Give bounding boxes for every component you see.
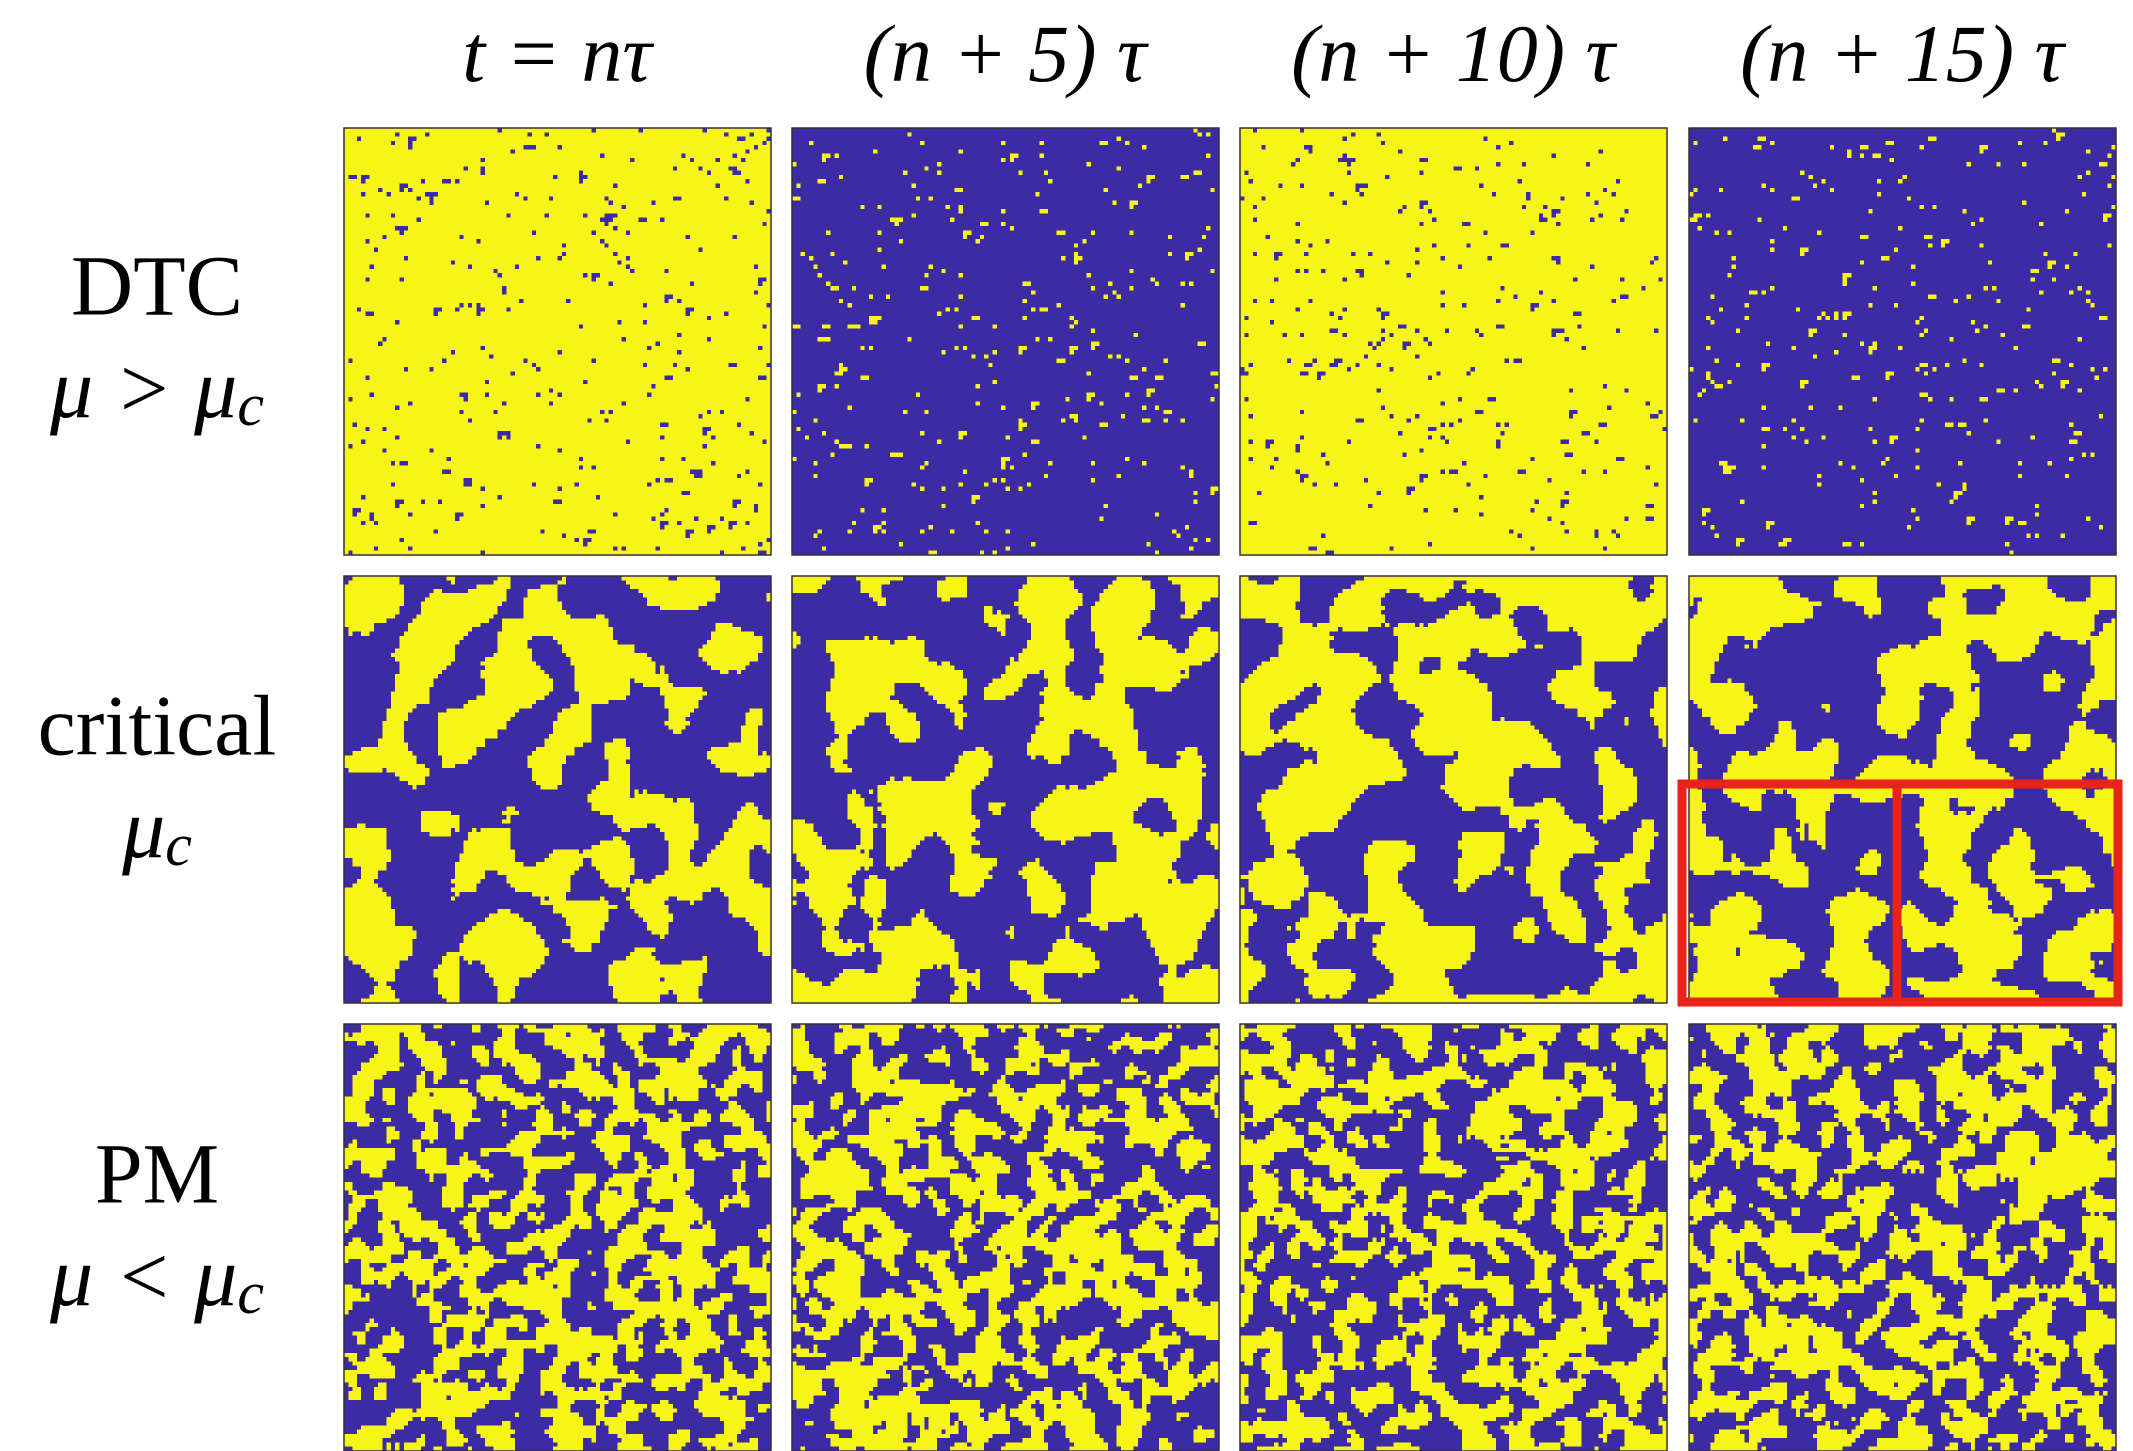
lattice-sites (1240, 576, 1667, 1003)
panel-frame (791, 127, 1220, 556)
panel-frame (1239, 1023, 1668, 1451)
lattice-background (1240, 128, 1667, 555)
panel-frame (1688, 1023, 2117, 1451)
panels (343, 127, 2117, 1451)
column-header: t = nτ (462, 8, 654, 99)
row-param: μ > μc (49, 340, 264, 438)
lattice-sites (1240, 1024, 1667, 1451)
row-label: PM (95, 1126, 219, 1222)
lattice-sites (344, 576, 771, 1003)
panel-frame (1239, 127, 1668, 556)
lattice-sites (1240, 128, 1667, 555)
lattice-sites (344, 1024, 771, 1451)
highlight-box (1892, 779, 2123, 1007)
lattice-sites (792, 576, 1219, 1003)
row-param: μ < μc (49, 1228, 264, 1326)
panel-frame (791, 1023, 1220, 1451)
lattice-sites (792, 1024, 1219, 1451)
lattice-background (1689, 128, 2116, 555)
row-label: critical (38, 678, 277, 774)
column-header: (n + 5) τ (864, 8, 1149, 99)
column-header: (n + 10) τ (1291, 8, 1617, 99)
panel-frame (343, 127, 772, 556)
row-param: μc (121, 780, 192, 878)
lattice-sites (1689, 576, 2116, 1003)
panel-frame (1239, 575, 1668, 1004)
panel-frame (1688, 127, 2117, 556)
column-header: (n + 15) τ (1740, 8, 2066, 99)
panel-frame (791, 575, 1220, 1004)
lattice-background (344, 128, 771, 555)
panel-frame (343, 1023, 772, 1451)
panel-frame (343, 575, 772, 1004)
row-label: DTC (71, 238, 243, 334)
lattice-sites (1689, 1024, 2116, 1451)
lattice-sites (792, 128, 1219, 555)
lattice-sites (348, 128, 771, 555)
lattice-background (792, 128, 1219, 555)
